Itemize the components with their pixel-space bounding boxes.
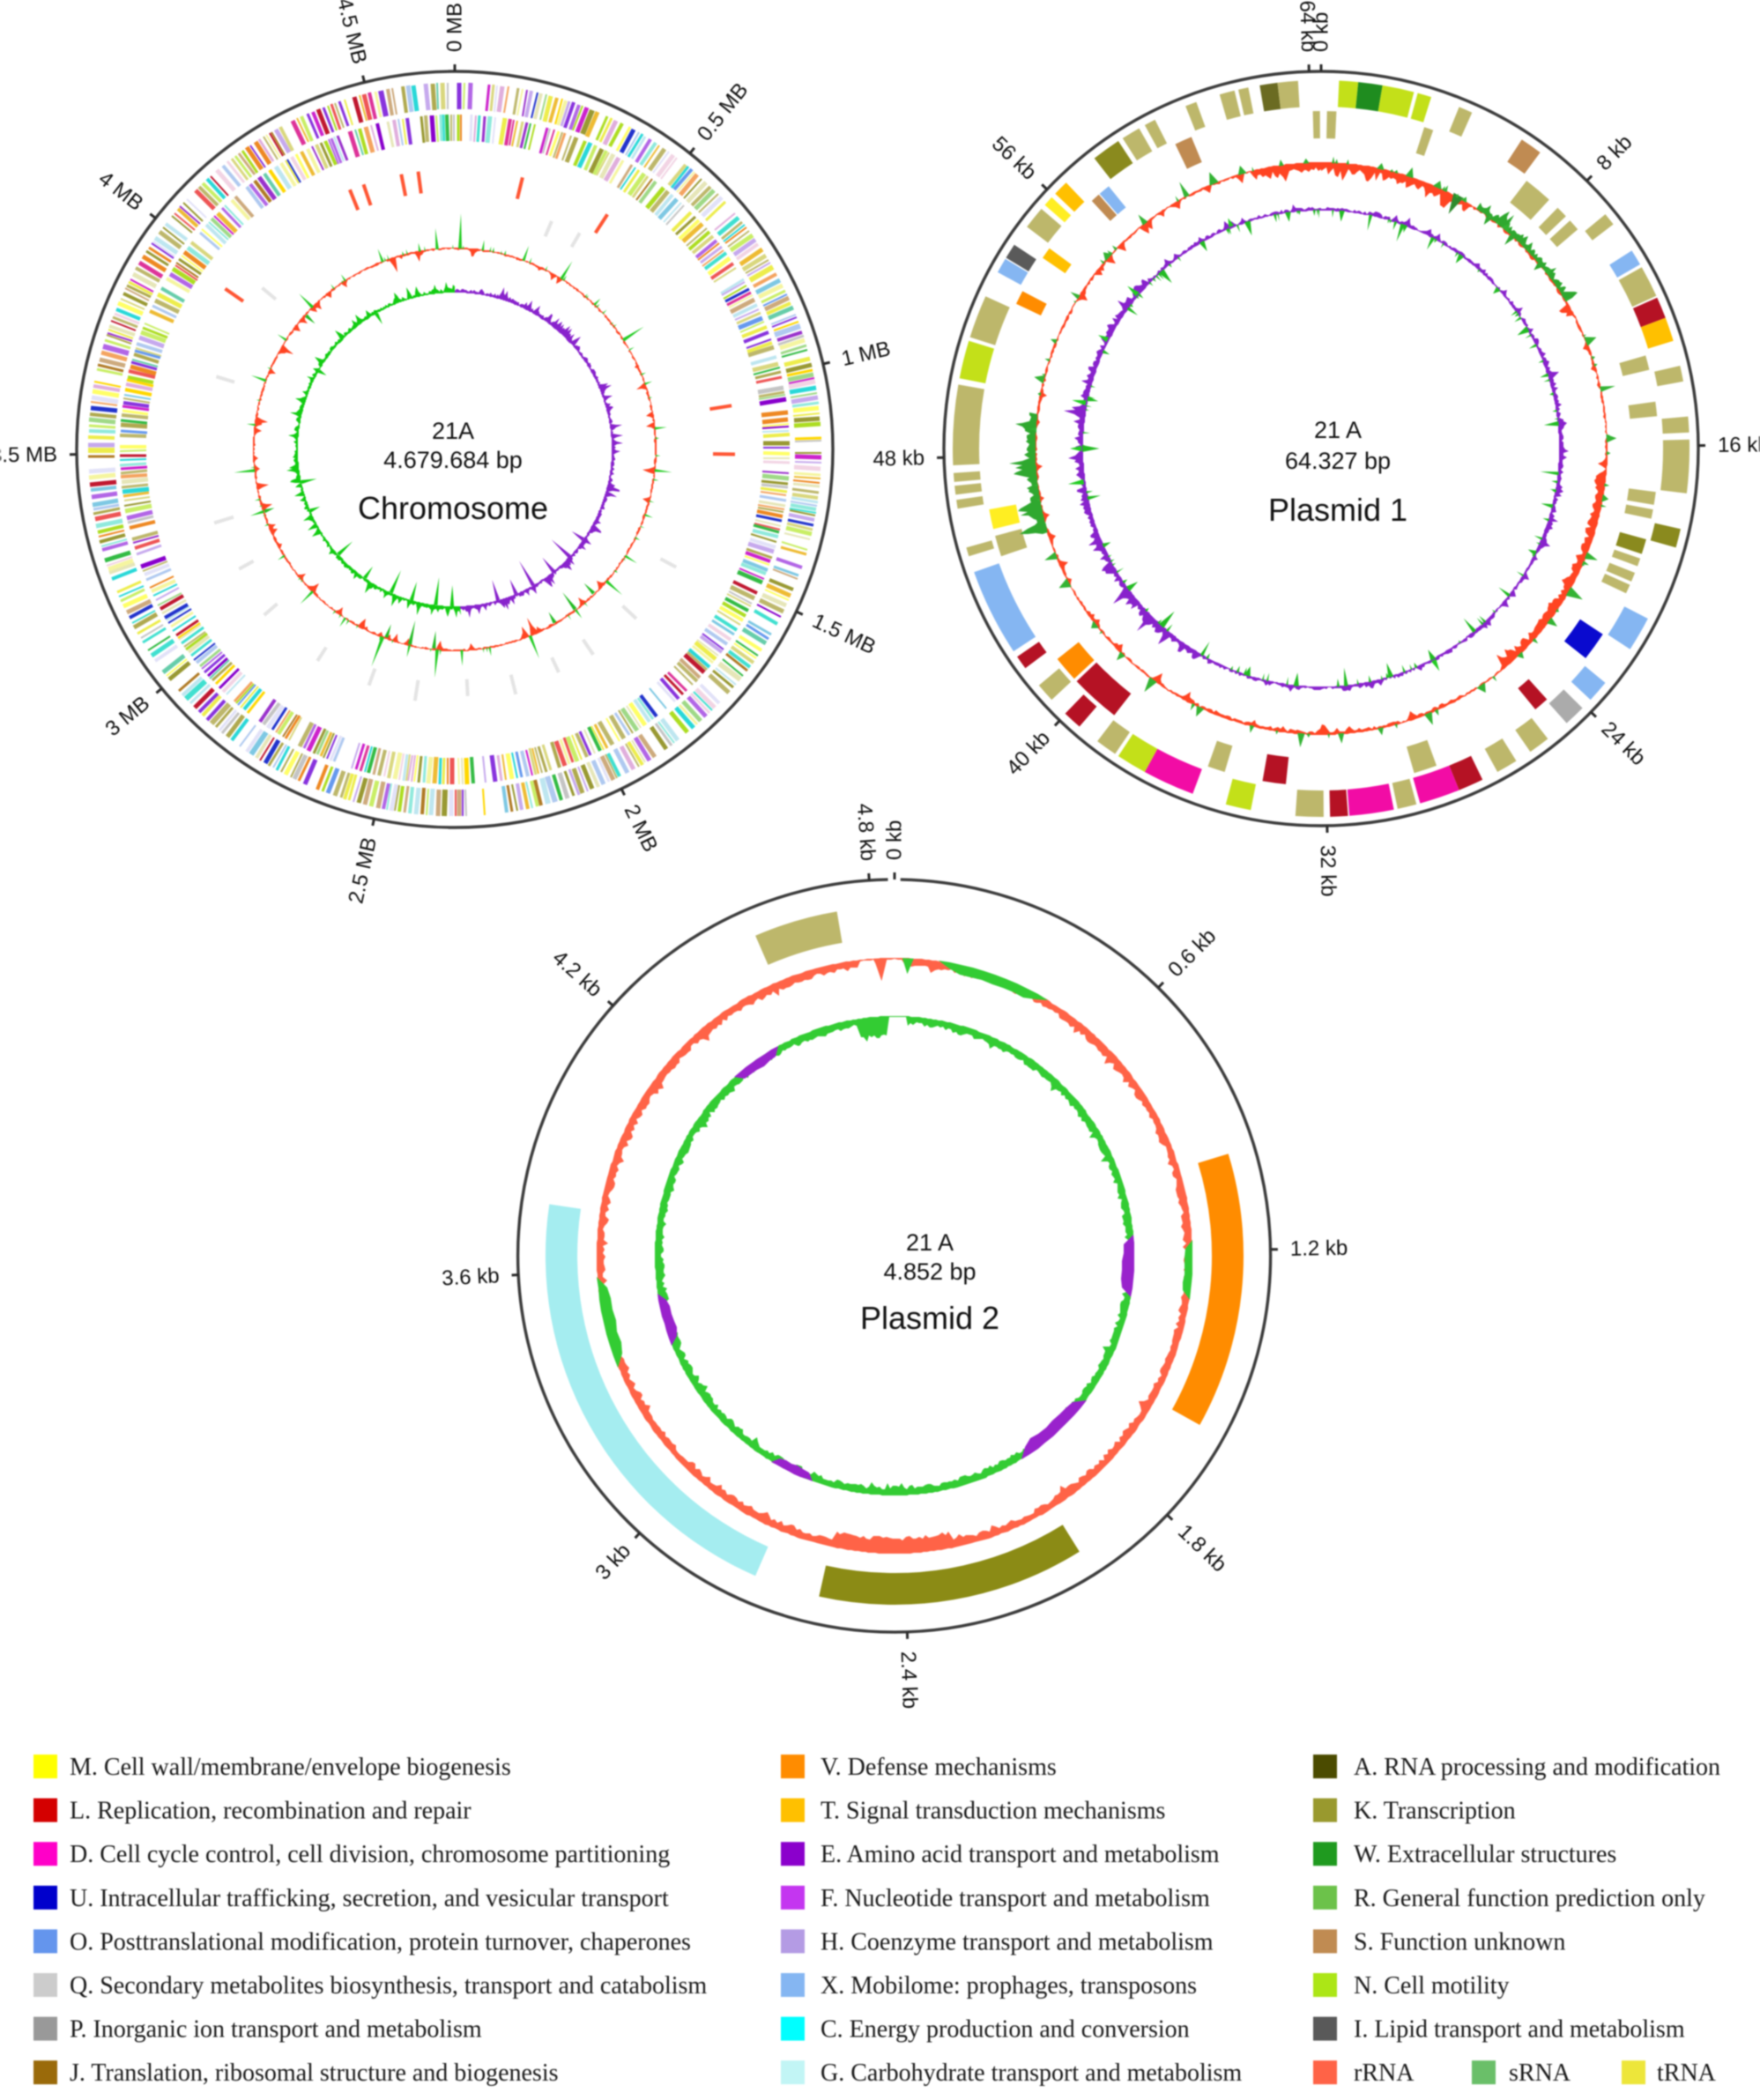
svg-text:E. Amino acid transport and m: E. Amino acid transport and metabolism	[821, 1841, 1220, 1868]
svg-text:21 A: 21 A	[1314, 417, 1362, 443]
svg-text:L. Replication, recombination: L. Replication, recombination and repair	[70, 1798, 472, 1825]
svg-text:X. Mobilome: prophages, trans: X. Mobilome: prophages, transposons	[821, 1972, 1197, 2000]
svg-text:2.4 kb: 2.4 kb	[896, 1651, 922, 1709]
svg-text:U. Intracellular trafficking,: U. Intracellular trafficking, secretion,…	[70, 1885, 669, 1912]
svg-text:4.852 bp: 4.852 bp	[883, 1258, 976, 1285]
svg-text:N. Cell motility: N. Cell motility	[1354, 1972, 1510, 2000]
svg-text:0 MB: 0 MB	[443, 3, 467, 52]
svg-text:I. Lipid transport and metabo: I. Lipid transport and metabolism	[1354, 2016, 1685, 2044]
svg-text:3.5 MB: 3.5 MB	[0, 442, 57, 467]
svg-text:Chromosome: Chromosome	[358, 490, 548, 526]
svg-text:J. Translation, ribosomal str: J. Translation, ribosomal structure and …	[70, 2059, 559, 2087]
svg-text:tRNA: tRNA	[1657, 2059, 1717, 2087]
svg-text:F. Nucleotide transport and m: F. Nucleotide transport and metabolism	[821, 1885, 1210, 1912]
svg-text:1.2 kb: 1.2 kb	[1290, 1236, 1348, 1261]
svg-text:K. Transcription: K. Transcription	[1354, 1798, 1516, 1825]
svg-text:H. Coenzyme transport and met: H. Coenzyme transport and metabolism	[821, 1928, 1214, 1955]
svg-text:P. Inorganic ion transport an: P. Inorganic ion transport and metabolis…	[70, 2016, 482, 2044]
svg-text:O. Posttranslational modifica: O. Posttranslational modification, prote…	[70, 1928, 691, 1955]
svg-text:64.327 bp: 64.327 bp	[1285, 448, 1391, 474]
svg-text:4.679.684 bp: 4.679.684 bp	[383, 447, 523, 473]
svg-text:W. Extracellular structures: W. Extracellular structures	[1354, 1841, 1616, 1868]
svg-text:21 A: 21 A	[906, 1229, 954, 1256]
svg-text:A. RNA processing and modific: A. RNA processing and modification	[1354, 1754, 1720, 1781]
svg-text:4.8 kb: 4.8 kb	[852, 803, 880, 862]
svg-text:T. Signal transduction mechan: T. Signal transduction mechanisms	[821, 1798, 1165, 1825]
svg-text:32 kb: 32 kb	[1316, 845, 1340, 897]
svg-text:64 kb: 64 kb	[1295, 0, 1320, 53]
svg-text:48 kb: 48 kb	[873, 446, 925, 471]
svg-text:D. Cell cycle control, cell d: D. Cell cycle control, cell division, ch…	[70, 1841, 670, 1868]
svg-text:16 kb: 16 kb	[1718, 433, 1760, 457]
svg-text:rRNA: rRNA	[1354, 2059, 1415, 2087]
svg-text:Plasmid 2: Plasmid 2	[860, 1300, 999, 1336]
svg-text:sRNA: sRNA	[1509, 2059, 1571, 2087]
svg-text:Q. Secondary metabolites bios: Q. Secondary metabolites biosynthesis, t…	[70, 1972, 707, 2000]
svg-text:3.6 kb: 3.6 kb	[442, 1264, 501, 1290]
svg-text:C. Energy production and conv: C. Energy production and conversion	[821, 2016, 1190, 2044]
svg-text:Plasmid 1: Plasmid 1	[1268, 492, 1407, 528]
svg-text:R. General function predictio: R. General function prediction only	[1354, 1885, 1705, 1912]
svg-text:S. Function unknown: S. Function unknown	[1354, 1928, 1565, 1955]
svg-text:G. Carbohydrate transport and: G. Carbohydrate transport and metabolism	[821, 2059, 1242, 2087]
svg-text:0 kb: 0 kb	[883, 820, 907, 860]
svg-text:M. Cell wall/membrane/envelop: M. Cell wall/membrane/envelope biogenesi…	[70, 1754, 511, 1781]
svg-text:V. Defense mechanisms: V. Defense mechanisms	[821, 1754, 1057, 1781]
svg-text:21A: 21A	[432, 418, 474, 444]
